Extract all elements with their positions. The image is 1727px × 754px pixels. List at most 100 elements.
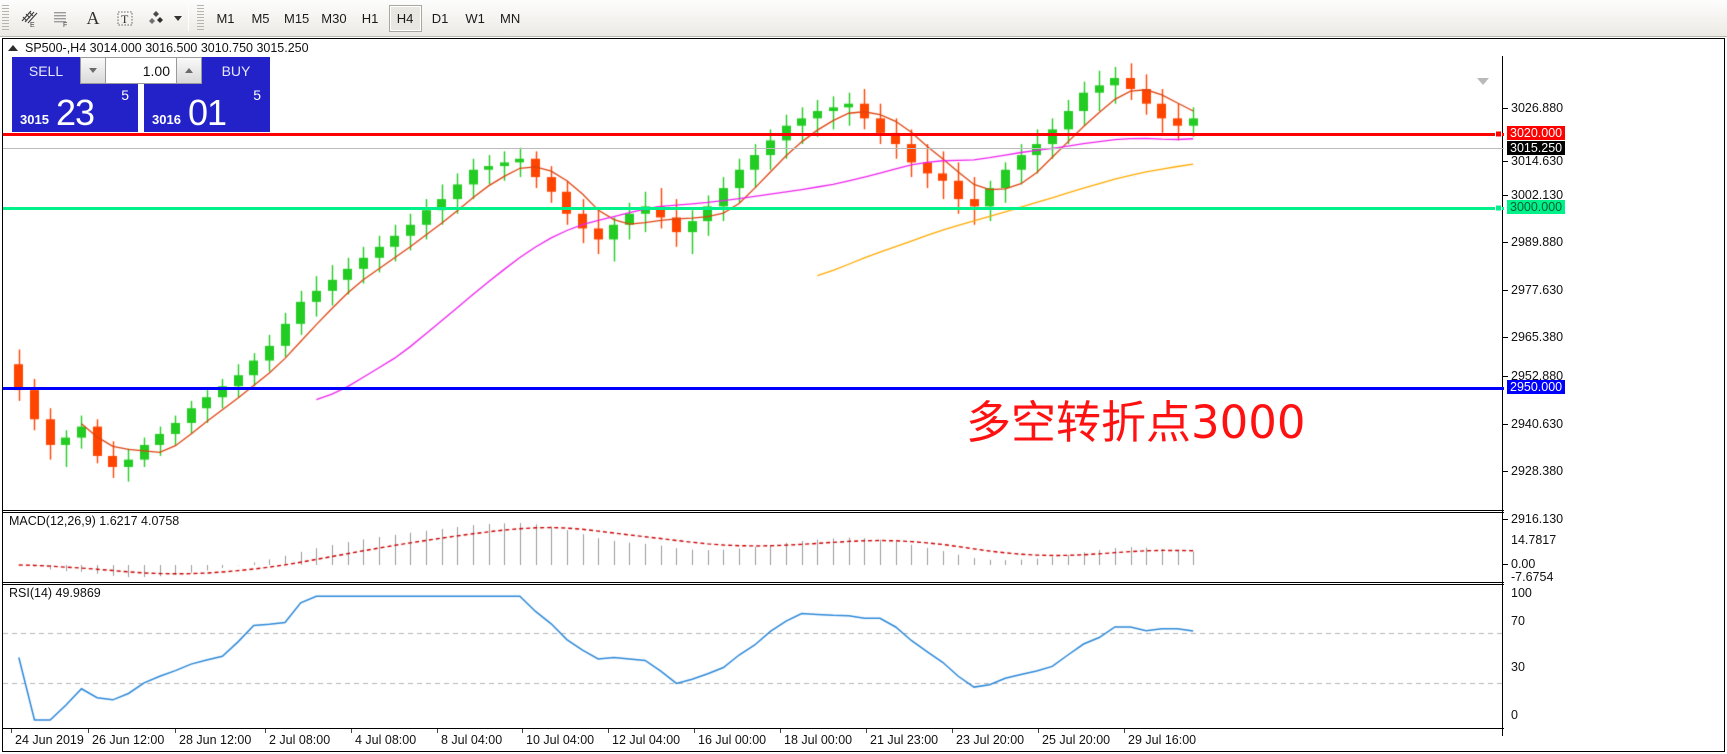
timeframe-w1[interactable]: W1 [465, 10, 485, 26]
text-box-icon[interactable]: T [109, 3, 141, 34]
price-tick-label: 2940.630 [1511, 417, 1564, 431]
time-tick [437, 729, 438, 733]
volume-input[interactable]: 1.00 [106, 57, 176, 84]
macd-pane[interactable]: MACD(12,26,9) 1.6217 4.0758 [3, 512, 1504, 583]
price-badge-current-price-3015[interactable]: 3015.250 [1507, 141, 1566, 155]
price-badge-support-3000[interactable]: 3000.000 [1507, 200, 1566, 214]
time-tick-label: 12 Jul 04:00 [612, 733, 681, 747]
time-tick [11, 729, 12, 733]
time-tick [522, 729, 523, 733]
objects-dropdown-caret[interactable] [174, 15, 182, 21]
indicators-glyph: E [21, 10, 38, 28]
objects-icon[interactable] [141, 3, 173, 34]
svg-text:F: F [63, 22, 67, 28]
macd-scale-label: 14.7817 [1511, 533, 1557, 547]
text-box-glyph: T [117, 11, 133, 26]
price-tick [1503, 195, 1508, 196]
time-tick [866, 729, 867, 733]
rsi-scale-label: 30 [1511, 660, 1525, 674]
time-tick-label: 28 Jun 12:00 [179, 733, 252, 747]
timeframe-mn[interactable]: MN [499, 10, 521, 26]
time-tick [265, 729, 266, 733]
sell-price-box[interactable]: 3015 23 5 [12, 84, 138, 133]
time-axis[interactable]: 24 Jun 2019 26 Jun 12:00 28 Jun 12:00 2 Jul… [3, 728, 1504, 752]
timeframe-h1[interactable]: H1 [361, 10, 379, 26]
timeframe-bar: M1 M5 M15 M30 H1 H4 D1 W1 MN [208, 4, 528, 32]
svg-text:T: T [121, 12, 129, 26]
level-line-resistance-3020[interactable] [3, 133, 1504, 136]
rsi-pane[interactable]: RSI(14) 49.9869 [3, 584, 1504, 727]
price-tick-label: 2952.880 [1511, 369, 1564, 383]
trade-panel-top-row: SELL 1.00 BUY [12, 57, 270, 84]
svg-text:E: E [30, 22, 35, 28]
sell-button[interactable]: SELL [12, 57, 80, 84]
price-tick [1503, 519, 1508, 520]
collapse-triangle-icon[interactable] [8, 44, 18, 51]
buy-button[interactable]: BUY [202, 57, 270, 84]
timeframe-h4[interactable]: H4 [388, 4, 422, 32]
level-handle-support-3000[interactable] [1495, 204, 1502, 212]
price-pane[interactable]: 多空转折点3000 [3, 56, 1504, 511]
price-badge-support-2950[interactable]: 2950.000 [1507, 380, 1566, 394]
time-tick-label: 8 Jul 04:00 [441, 733, 503, 747]
timeframe-m30[interactable]: M30 [321, 10, 347, 26]
price-scale[interactable]: 3026.880 3014.630 3002.130 2989.880 2977.630… [1502, 56, 1724, 736]
timeframe-grip[interactable] [197, 4, 204, 32]
price-tick-label: 2928.380 [1511, 464, 1564, 478]
level-handle-resistance-3020[interactable] [1495, 130, 1502, 138]
level-line-support-2950[interactable] [3, 387, 1504, 390]
timeframe-m1[interactable]: M1 [216, 10, 235, 26]
rsi-scale-label: 0 [1511, 708, 1518, 722]
time-tick [351, 729, 352, 733]
timeframe-d1[interactable]: D1 [431, 10, 449, 26]
price-tick [1503, 161, 1508, 162]
level-line-current-price-3015[interactable] [3, 148, 1504, 149]
price-badge-resistance-3020[interactable]: 3020.000 [1507, 126, 1566, 140]
chart-scroll-indicator[interactable] [1477, 78, 1489, 85]
toolbar-grip[interactable] [2, 4, 9, 32]
time-tick-label: 10 Jul 04:00 [526, 733, 595, 747]
sell-price-big: 23 [56, 92, 95, 133]
fibonacci-icon[interactable]: F [45, 3, 77, 34]
rsi-scale-label: 100 [1511, 586, 1532, 600]
time-tick-label: 24 Jun 2019 [15, 733, 84, 747]
macd-scale-label: 0.00 [1511, 557, 1536, 571]
time-tick-label: 26 Jun 12:00 [92, 733, 165, 747]
volume-increment-button[interactable] [176, 57, 202, 84]
time-tick-label: 16 Jul 00:00 [698, 733, 767, 747]
price-tick-label: 2989.880 [1511, 235, 1564, 249]
price-tick [1503, 337, 1508, 338]
buy-price-prefix: 3016 [152, 112, 181, 127]
price-tick [1503, 290, 1508, 291]
price-tick [1503, 108, 1508, 109]
time-tick [175, 729, 176, 733]
level-line-support-3000[interactable] [3, 207, 1504, 210]
volume-decrement-button[interactable] [80, 57, 106, 84]
macd-canvas [3, 513, 1504, 582]
timeframe-m15[interactable]: M15 [284, 10, 310, 26]
buy-price-fraction: 5 [253, 87, 261, 103]
time-tick-label: 4 Jul 08:00 [355, 733, 417, 747]
buy-price-box[interactable]: 3016 01 5 [144, 84, 270, 133]
text-label-icon[interactable]: A [86, 7, 100, 28]
one-click-trading-panel: SELL 1.00 BUY 3015 23 5 3016 01 5 [12, 57, 270, 133]
sell-price-fraction: 5 [121, 87, 129, 103]
chevron-down-icon [89, 68, 97, 73]
chart-window: SP500-,H4 3014.000 3016.500 3010.750 301… [2, 38, 1725, 752]
time-tick-label: 25 Jul 20:00 [1042, 733, 1111, 747]
symbol-quote-text: SP500-,H4 3014.000 3016.500 3010.750 301… [25, 40, 309, 55]
time-tick [1038, 729, 1039, 733]
time-tick-label: 18 Jul 00:00 [784, 733, 853, 747]
time-tick-label: 23 Jul 20:00 [956, 733, 1025, 747]
price-tick-label: 2965.380 [1511, 330, 1564, 344]
indicators-icon[interactable]: E [13, 3, 45, 34]
time-tick [88, 729, 89, 733]
main-toolbar: E F A T M1 M5 M15 M30 H1 H4 D1 W1 MN [0, 0, 1727, 37]
price-tick-label: 3002.130 [1511, 188, 1564, 202]
buy-price-big: 01 [188, 92, 227, 133]
timeframe-m5[interactable]: M5 [251, 10, 270, 26]
price-tick-label: 2916.130 [1511, 512, 1564, 526]
price-tick [1503, 242, 1508, 243]
time-tick-label: 29 Jul 16:00 [1128, 733, 1197, 747]
fibonacci-glyph: F [54, 12, 67, 28]
